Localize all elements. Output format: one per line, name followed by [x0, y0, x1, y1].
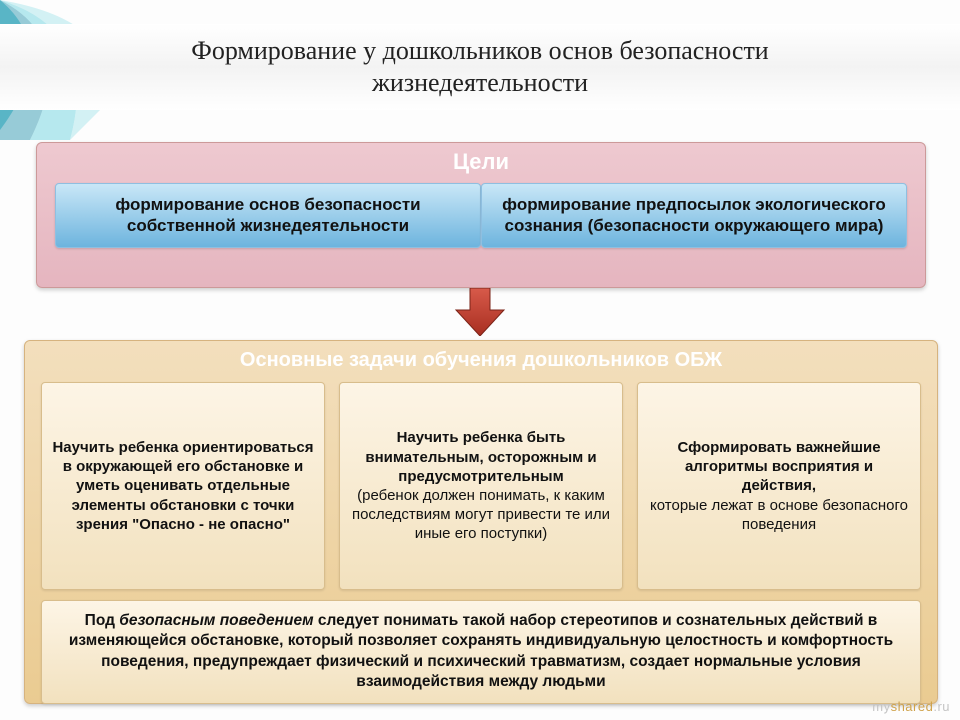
footer-emph: безопасным поведением: [119, 612, 313, 629]
task-box-1: Научить ребенка ориентироваться в окружа…: [41, 382, 325, 590]
goal-box-2: формирование предпосылок экологического …: [481, 183, 907, 248]
task-box-2: Научить ребенка быть внимательным, остор…: [339, 382, 623, 590]
goals-header: Цели: [37, 143, 925, 179]
task-box-3: Сформировать важнейшие алгоритмы восприя…: [637, 382, 921, 590]
task-regular: (ребенок должен понимать, к каким послед…: [350, 486, 612, 544]
goal-box-1: формирование основ безопасности собствен…: [55, 183, 481, 248]
slide-title: Формирование у дошкольников основ безопа…: [0, 24, 960, 110]
tasks-panel: Основные задачи обучения дошкольников ОБ…: [24, 340, 938, 704]
goals-panel: Цели формирование основ безопасности соб…: [36, 142, 926, 288]
footer-lead: Под: [85, 612, 120, 629]
slide: Формирование у дошкольников основ безопа…: [0, 0, 960, 720]
task-bold: Научить ребенка быть внимательным, остор…: [350, 428, 612, 486]
watermark: myshared.ru: [872, 699, 950, 714]
tasks-header: Основные задачи обучения дошкольников ОБ…: [25, 341, 937, 376]
task-bold: Научить ребенка ориентироваться в окружа…: [52, 438, 314, 534]
task-bold: Сформировать важнейшие алгоритмы восприя…: [648, 438, 910, 496]
watermark-part2: shared: [891, 699, 934, 714]
watermark-part1: my: [872, 699, 890, 714]
task-regular: которые лежат в основе безопасного повед…: [648, 496, 910, 534]
tasks-row: Научить ребенка ориентироваться в окружа…: [25, 376, 937, 600]
watermark-part3: .ru: [933, 699, 950, 714]
arrow-down-icon: [452, 288, 508, 341]
footer-box: Под безопасным поведением следует понима…: [41, 600, 921, 704]
goals-row: формирование основ безопасности собствен…: [37, 179, 925, 260]
